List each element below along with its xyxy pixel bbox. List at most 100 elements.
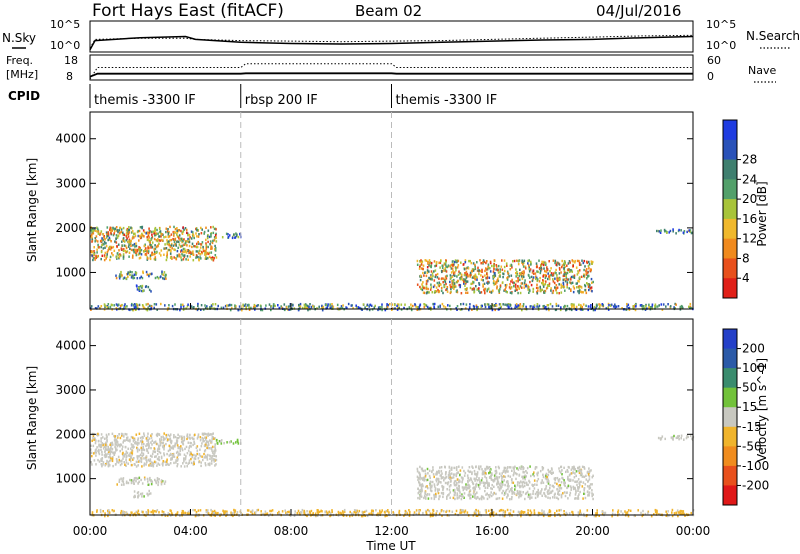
radar-echo-cell — [510, 489, 513, 492]
radar-echo-cell — [136, 511, 139, 514]
radar-echo-cell — [410, 306, 413, 309]
radar-echo-cell — [185, 461, 187, 465]
radar-echo-cell — [425, 279, 428, 283]
radar-echo-cell — [480, 465, 482, 468]
radar-echo-cell — [136, 447, 139, 451]
radar-echo-cell — [486, 272, 488, 275]
radar-echo-cell — [272, 305, 275, 308]
radar-echo-cell — [560, 481, 563, 484]
radar-echo-cell — [187, 303, 189, 306]
radar-echo-cell — [163, 452, 165, 455]
radar-echo-cell — [518, 275, 521, 278]
radar-echo-cell — [440, 286, 443, 290]
radar-echo-cell — [563, 260, 566, 263]
radar-echo-cell — [160, 435, 163, 439]
radar-echo-cell — [583, 514, 585, 517]
radar-echo-cell — [210, 256, 212, 260]
radar-echo-cell — [547, 304, 550, 307]
radar-echo-cell — [510, 264, 513, 267]
radar-echo-cell — [96, 230, 98, 233]
radar-echo-cell — [469, 274, 471, 277]
radar-echo-cell — [558, 272, 561, 275]
radar-echo-cell — [99, 508, 102, 512]
radar-echo-cell — [591, 281, 593, 284]
radar-echo-cell — [101, 465, 103, 468]
radar-echo-cell — [438, 497, 440, 501]
radar-echo-cell — [147, 257, 149, 260]
freq-label-line1: Freq. — [6, 54, 33, 67]
radar-echo-cell — [418, 267, 421, 270]
radar-echo-cell — [307, 304, 309, 308]
radar-echo-cell — [555, 288, 557, 291]
radar-echo-cell — [430, 265, 432, 268]
radar-echo-cell — [214, 451, 216, 454]
radar-echo-cell — [204, 436, 206, 439]
radar-echo-cell — [207, 252, 210, 256]
radar-echo-cell — [174, 227, 177, 231]
radar-echo-cell — [525, 285, 527, 288]
radar-echo-cell — [507, 470, 509, 473]
radar-echo-cell — [181, 232, 184, 235]
time-axis-label: Time UT — [365, 539, 416, 553]
radar-echo-cell — [452, 273, 455, 277]
radar-echo-cell — [166, 514, 169, 517]
radar-echo-cell — [195, 256, 197, 259]
radar-echo-cell — [517, 481, 519, 484]
radar-echo-cell — [155, 461, 157, 464]
radar-echo-cell — [670, 436, 673, 439]
radar-echo-cell — [433, 493, 435, 497]
radar-echo-cell — [431, 484, 433, 487]
radar-echo-cell — [425, 479, 428, 482]
radar-echo-cell — [114, 436, 116, 439]
radar-echo-cell — [90, 307, 92, 310]
radar-echo-cell — [158, 446, 160, 449]
radar-echo-cell — [434, 264, 436, 268]
radar-echo-cell — [563, 510, 565, 513]
radar-echo-cell — [563, 285, 566, 288]
radar-echo-cell — [612, 305, 615, 308]
radar-echo-cell — [381, 303, 383, 306]
radar-echo-cell — [197, 457, 200, 460]
radar-echo-cell — [123, 233, 125, 237]
radar-echo-cell — [477, 485, 480, 488]
radar-echo-cell — [435, 512, 437, 515]
radar-echo-cell — [186, 240, 188, 243]
radar-echo-cell — [587, 264, 590, 268]
radar-echo-cell — [225, 304, 228, 307]
radar-echo-cell — [579, 473, 582, 477]
radar-echo-cell — [525, 305, 527, 309]
radar-echo-cell — [381, 308, 383, 312]
radar-echo-cell — [528, 288, 531, 292]
radar-echo-cell — [91, 240, 93, 243]
radar-echo-cell — [569, 472, 572, 476]
radar-echo-cell — [176, 233, 178, 236]
radar-echo-cell — [593, 305, 596, 309]
radar-echo-cell — [132, 437, 135, 441]
radar-echo-cell — [135, 510, 138, 514]
radar-echo-cell — [570, 488, 572, 491]
radar-echo-cell — [274, 304, 276, 308]
radar-echo-cell — [139, 256, 142, 259]
radar-echo-cell — [516, 484, 519, 487]
radar-echo-cell — [493, 283, 495, 286]
radar-echo-cell — [527, 284, 529, 288]
radar-echo-cell — [441, 277, 443, 280]
radar-echo-cell — [398, 306, 400, 310]
radar-echo-cell — [219, 440, 222, 443]
radar-echo-cell — [153, 441, 155, 444]
radar-echo-cell — [169, 239, 171, 242]
radar-echo-cell — [486, 276, 489, 279]
radar-echo-cell — [179, 238, 181, 241]
radar-echo-cell — [430, 283, 432, 286]
radar-echo-cell — [459, 473, 461, 477]
radar-echo-cell — [126, 227, 129, 231]
radar-echo-cell — [100, 257, 102, 261]
radar-echo-cell — [96, 509, 98, 512]
radar-echo-cell — [474, 496, 476, 499]
radar-echo-cell — [391, 303, 394, 306]
radar-echo-cell — [446, 288, 448, 291]
radar-echo-cell — [147, 432, 149, 435]
radar-echo-cell — [532, 484, 535, 487]
radar-echo-cell — [426, 485, 428, 488]
radar-echo-cell — [96, 240, 99, 243]
